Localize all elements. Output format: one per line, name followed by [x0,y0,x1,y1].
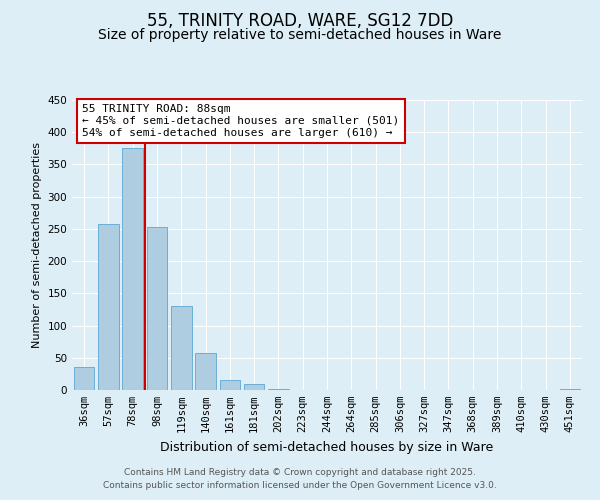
Bar [146,227,167,390]
Text: 55, TRINITY ROAD, WARE, SG12 7DD: 55, TRINITY ROAD, WARE, SG12 7DD [147,12,453,30]
Text: Size of property relative to semi-detached houses in Ware: Size of property relative to semi-detach… [98,28,502,42]
Text: Contains HM Land Registry data © Crown copyright and database right 2025.: Contains HM Land Registry data © Crown c… [124,468,476,477]
Text: Distribution of semi-detached houses by size in Ware: Distribution of semi-detached houses by … [160,441,494,454]
Text: 55 TRINITY ROAD: 88sqm
← 45% of semi-detached houses are smaller (501)
54% of se: 55 TRINITY ROAD: 88sqm ← 45% of semi-det… [82,104,400,138]
Bar [74,368,94,390]
Bar [122,148,143,390]
Text: Contains public sector information licensed under the Open Government Licence v3: Contains public sector information licen… [103,480,497,490]
Bar [98,224,119,390]
Bar [171,306,191,390]
Bar [195,354,216,390]
Bar [560,388,580,390]
Bar [244,384,265,390]
Bar [220,380,240,390]
Y-axis label: Number of semi-detached properties: Number of semi-detached properties [32,142,42,348]
